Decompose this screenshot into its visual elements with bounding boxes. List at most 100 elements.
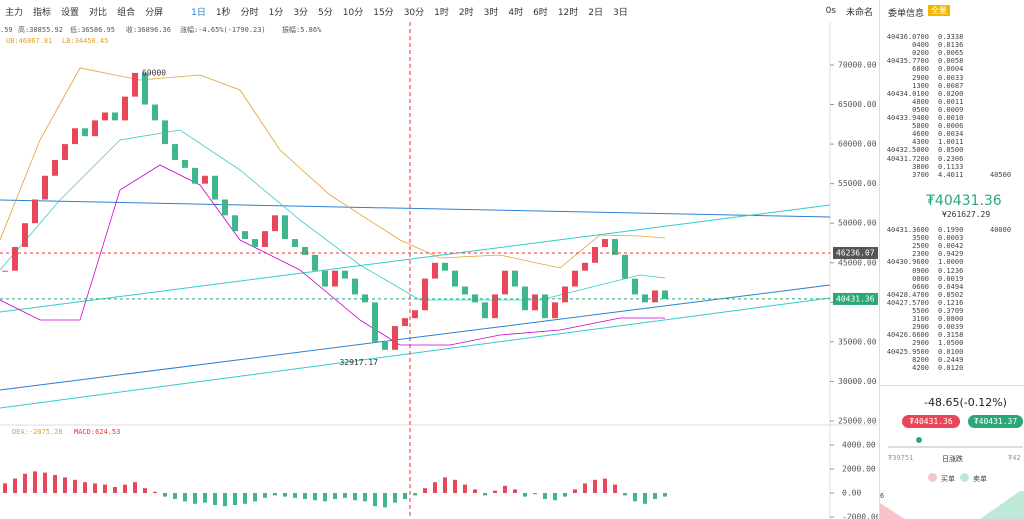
candle — [432, 262, 438, 279]
period-button[interactable]: 2时 — [458, 7, 474, 18]
macd-bar — [583, 483, 587, 493]
ob-row: 3800 0.1133 — [886, 163, 1021, 171]
change: -48.65(-0.12%) — [924, 396, 1007, 409]
toolbar-button[interactable]: 指标 — [33, 7, 52, 18]
period-button[interactable]: 3分 — [293, 7, 309, 18]
period-button[interactable]: 分时 — [240, 7, 259, 18]
candle — [262, 231, 268, 247]
period-button[interactable]: 10分 — [342, 7, 364, 18]
candle — [612, 239, 618, 255]
candle — [142, 72, 148, 105]
period-button[interactable]: 1时 — [434, 7, 449, 18]
ob-row: 2900 0.0039 — [886, 323, 1021, 331]
toolbar-button[interactable]: 主力 — [5, 7, 24, 18]
low-label: 32917.17 — [339, 358, 378, 367]
candle — [452, 270, 458, 287]
period-button[interactable]: 6时 — [533, 7, 548, 18]
macd-bar — [643, 493, 647, 504]
toolbar-button[interactable]: 分屏 — [145, 7, 164, 18]
ob-row: 2500 0.0042 — [886, 242, 1021, 250]
ob-price: 1300 — [912, 81, 929, 90]
ob-price: 0900 — [912, 266, 929, 275]
candle — [352, 278, 358, 295]
candle — [602, 239, 608, 247]
ob-row: 0600 0.0494 — [886, 283, 1021, 291]
ob-price: 4200 — [912, 363, 929, 372]
period-button[interactable]: 5分 — [318, 7, 333, 18]
ob-qty: 0.1990 — [938, 226, 964, 234]
period-button[interactable]: 15分 — [373, 7, 394, 18]
period-button[interactable]: 3时 — [483, 7, 499, 18]
candle — [252, 239, 258, 247]
macd-bar — [263, 493, 267, 498]
ob-qty: 0.0011 — [938, 97, 964, 106]
chart: .59 高:38855.92 低:36586.95 收:36896.36 涨幅:-4.6… — [0, 22, 878, 519]
candle — [542, 294, 548, 319]
macd-bar — [363, 493, 367, 502]
candle — [282, 215, 288, 240]
macd-bar — [193, 493, 197, 504]
period-button[interactable]: 4时 — [508, 7, 524, 18]
candle — [632, 278, 638, 295]
ob-row: 40436.0700 0.3338 — [886, 33, 1021, 41]
toolbar-button[interactable]: 组合 — [117, 7, 136, 18]
candle — [422, 278, 428, 311]
macd-bar — [103, 484, 107, 493]
ob-qty: 0.8136 — [938, 41, 964, 50]
ob-qty: 0.0003 — [938, 234, 964, 243]
toolbar-button[interactable]: 设置 — [61, 7, 80, 18]
period-button[interactable]: 30分 — [403, 7, 425, 18]
ob-qty: 0.0033 — [938, 73, 964, 82]
depth-label: 6 — [880, 492, 885, 500]
macd-bar — [133, 482, 137, 493]
ob-price: 2300 — [912, 250, 929, 259]
period-button[interactable]: 3日 — [613, 7, 628, 18]
ob-qty: 0.9429 — [938, 250, 964, 259]
candle — [82, 128, 88, 137]
ob-qty: 0.1236 — [938, 266, 964, 275]
ob-row: 40431.3600 0.1990 40000 — [886, 226, 1021, 234]
ob-row: 1300 0.0087 — [886, 82, 1021, 90]
period-button[interactable]: 2日 — [588, 7, 603, 18]
candle — [382, 341, 388, 350]
ob-price: 40430.9600 — [886, 258, 929, 267]
macd-bar — [333, 493, 337, 499]
toolbar-button[interactable]: 对比 — [89, 7, 108, 18]
ob-row: 0900 0.1236 — [886, 267, 1021, 275]
candle — [132, 72, 138, 97]
candle — [592, 246, 598, 263]
macd-bar — [533, 493, 537, 495]
ohlc-info: 涨幅:-4.65%(-1790.23) — [180, 25, 266, 34]
ob-price: 5500 — [912, 307, 929, 315]
ob-price: 40435.7700 — [886, 57, 929, 66]
period-button[interactable]: 1分 — [268, 7, 284, 18]
macd-bar — [33, 471, 37, 493]
macd-bar — [233, 493, 237, 505]
ob-qty: 0.0006 — [938, 122, 964, 131]
ob-row: 4300 1.0011 — [886, 138, 1021, 146]
y-tick-label: 25000.00 — [838, 417, 877, 426]
ob-price: 6800 — [912, 65, 929, 74]
toolbar-right[interactable]: 0s — [825, 6, 836, 16]
macd-bar — [463, 484, 467, 493]
period-button[interactable]: 1秒 — [215, 7, 231, 18]
candle — [112, 112, 118, 121]
sell-button[interactable]: ₮40431.36 — [902, 415, 960, 428]
ob-price: 40434.0100 — [886, 89, 929, 98]
ob-qty: 0.3338 — [938, 33, 964, 41]
macd-bar — [143, 488, 147, 493]
toolbar-right[interactable]: 未命名 — [845, 7, 873, 18]
ob-price: 0800 — [912, 274, 929, 283]
period-button[interactable]: 12时 — [557, 7, 579, 18]
period-button[interactable]: 1日 — [191, 7, 206, 18]
order-book: 委单信息 全量 ₮40431.36 ¥261627.29 -48.65(-0.1… — [879, 0, 1024, 519]
ob-price: 2900 — [912, 339, 929, 348]
candle — [182, 159, 188, 168]
macd-label: MACD:624.53 — [74, 428, 120, 436]
candle — [442, 262, 448, 271]
candle — [2, 270, 8, 272]
ob-price: 40433.9400 — [886, 114, 929, 122]
range-bar — [888, 446, 1023, 448]
buy-button[interactable]: ₮40431.37 — [968, 415, 1023, 428]
macd-bar — [593, 479, 597, 493]
